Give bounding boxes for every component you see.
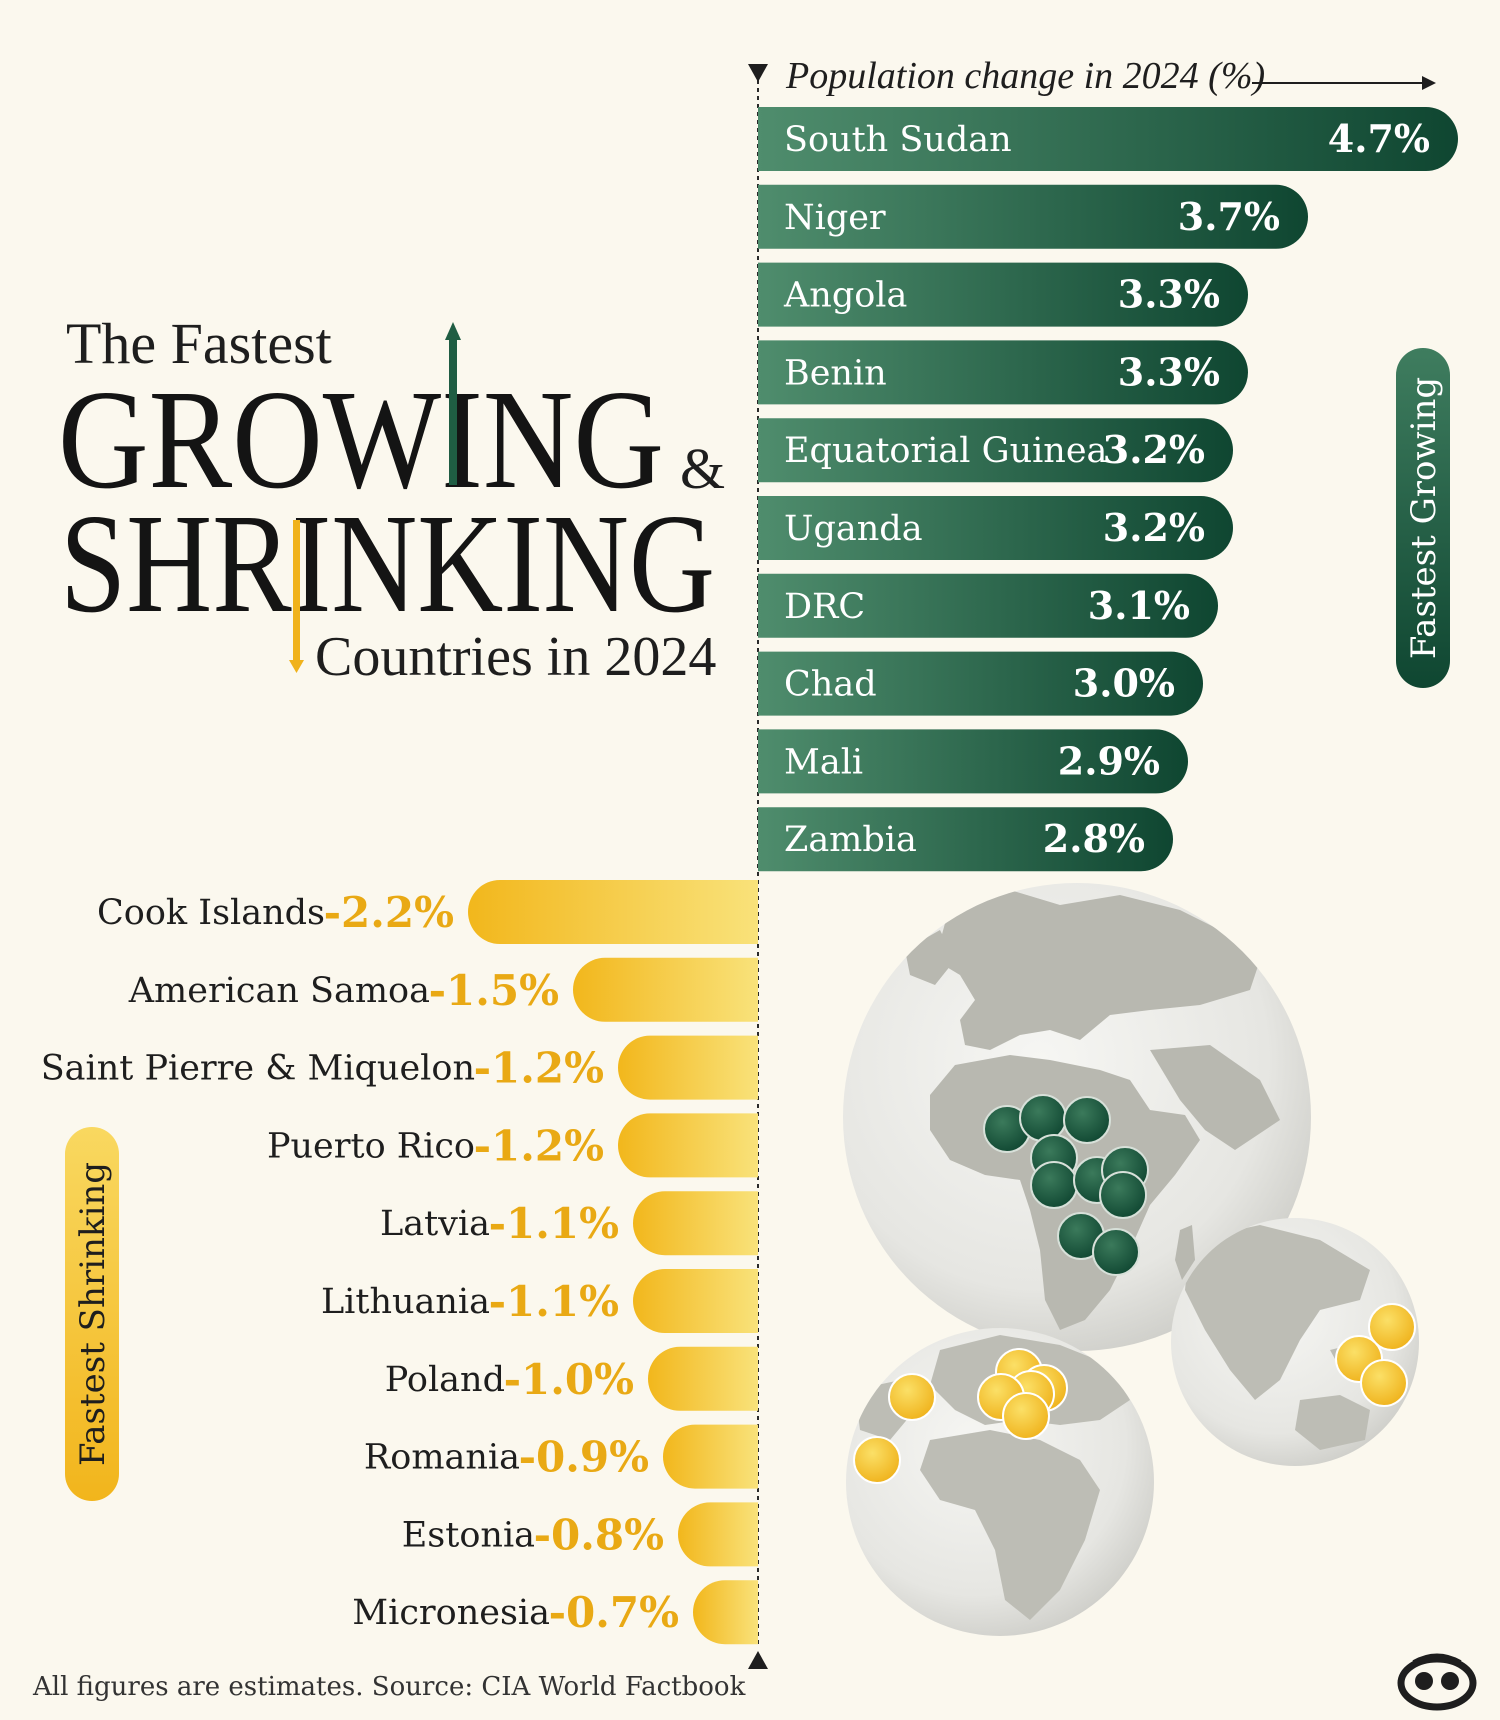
title-line-1: The Fastest	[66, 311, 332, 376]
growing-country-dots	[983, 1094, 1149, 1276]
bar-label-drc: DRC	[784, 587, 865, 627]
bar-saint-pierre-and-miquelon	[618, 1035, 758, 1100]
europe-americas-shrinking-dots	[853, 1348, 1068, 1484]
bar-value-benin: 3.3%	[1118, 349, 1220, 394]
bar-value-zambia: 2.8%	[1043, 816, 1145, 861]
bar-value-micronesia: -0.7%	[549, 1588, 679, 1637]
bar-label-zambia: Zambia	[784, 820, 917, 860]
bar-estonia	[678, 1502, 758, 1567]
bar-label-estonia: Estonia	[402, 1515, 535, 1555]
bar-chad	[758, 651, 1203, 716]
bar-value-chad: 3.0%	[1073, 661, 1175, 706]
bar-value-lithuania: -1.1%	[489, 1277, 619, 1326]
bar-label-south-sudan: South Sudan	[784, 120, 1012, 160]
bar-equatorial-guinea	[758, 418, 1233, 483]
bar-value-south-sudan: 4.7%	[1328, 116, 1430, 161]
tag-fastest-growing-label: Fastest Growing	[1404, 377, 1444, 659]
bar-label-equatorial-guinea: Equatorial Guinea	[784, 431, 1107, 471]
growing-bars: South Sudan 4.7% Niger 3.7% Angola 3.3% Benin 3…	[758, 107, 1458, 872]
bar-latvia	[633, 1191, 758, 1256]
title-growing: GROWING	[58, 360, 664, 518]
bar-label-angola: Angola	[783, 276, 907, 316]
bar-value-equatorial-guinea: 3.2%	[1103, 427, 1205, 472]
bar-label-niger: Niger	[784, 198, 886, 238]
bar-value-american-samoa: -1.5%	[429, 966, 559, 1015]
bar-label-mali: Mali	[784, 742, 863, 782]
tag-fastest-growing: Fastest Growing	[1396, 348, 1450, 688]
bar-niger	[758, 184, 1308, 249]
globe-europe-americas	[846, 1328, 1154, 1636]
tag-fastest-shrinking: Fastest Shrinking	[65, 1127, 119, 1501]
bar-label-micronesia: Micronesia	[352, 1593, 550, 1633]
bar-puerto-rico	[618, 1113, 758, 1178]
bar-value-uganda: 3.2%	[1103, 505, 1205, 550]
bar-label-chad: Chad	[784, 665, 877, 705]
globe-africa	[843, 883, 1311, 1351]
bar-romania	[663, 1424, 758, 1489]
bar-label-saint-pierre-and-miquelon: Saint Pierre & Miquelon	[41, 1049, 475, 1089]
bar-value-niger: 3.7%	[1178, 194, 1280, 239]
shrinking-bars: -2.2%Cook Islands -1.5%American Samoa -1.2…	[41, 880, 758, 1645]
bar-value-mali: 2.9%	[1058, 738, 1160, 783]
bar-american-samoa	[573, 957, 758, 1022]
bar-label-latvia: Latvia	[380, 1204, 490, 1244]
asia-pacific-shrinking-dots	[1335, 1303, 1416, 1407]
bar-mali	[758, 729, 1188, 794]
bar-value-drc: 3.1%	[1088, 583, 1190, 628]
bar-value-estonia: -0.8%	[534, 1510, 664, 1559]
title-ampersand: &	[680, 436, 725, 501]
source-note: All figures are estimates. Source: CIA W…	[32, 1672, 746, 1702]
axis-bottom-arrow-icon	[748, 1651, 768, 1669]
bar-label-uganda: Uganda	[784, 509, 923, 549]
axis-top-arrow-icon	[748, 64, 768, 82]
growth-arrow-icon	[445, 322, 461, 485]
bar-uganda	[758, 496, 1233, 560]
bar-lithuania	[633, 1269, 758, 1333]
shrink-arrow-icon	[289, 520, 304, 673]
bar-value-cook-islands: -2.2%	[324, 888, 454, 937]
axis-label: Population change in 2024 (%)	[785, 55, 1265, 97]
bar-label-puerto-rico: Puerto Rico	[267, 1126, 475, 1166]
bar-label-benin: Benin	[784, 353, 887, 393]
bar-label-cook-islands: Cook Islands	[97, 893, 325, 933]
bar-drc	[758, 573, 1218, 638]
bar-south-sudan	[758, 107, 1458, 171]
visual-capitalist-logo-icon	[1397, 1653, 1477, 1711]
tag-fastest-shrinking-label: Fastest Shrinking	[73, 1162, 113, 1466]
bar-zambia	[758, 807, 1173, 872]
bar-angola	[758, 262, 1248, 327]
bar-value-latvia: -1.1%	[489, 1199, 619, 1248]
globe-asia-pacific	[1171, 1218, 1419, 1466]
bar-label-american-samoa: American Samoa	[128, 971, 430, 1011]
bar-label-romania: Romania	[364, 1438, 520, 1478]
bar-micronesia	[693, 1580, 758, 1645]
title-block: The Fastest GROWING & SHRINKING Countrie…	[58, 311, 725, 688]
title-shrinking: SHRINKING	[60, 484, 715, 642]
bar-value-saint-pierre-and-miquelon: -1.2%	[474, 1044, 604, 1093]
bar-value-romania: -0.9%	[519, 1433, 649, 1482]
bar-label-lithuania: Lithuania	[321, 1282, 490, 1322]
title-line-4: Countries in 2024	[315, 626, 716, 688]
bar-label-poland: Poland	[385, 1360, 505, 1400]
bar-benin	[758, 340, 1248, 405]
bar-value-puerto-rico: -1.2%	[474, 1121, 604, 1170]
bar-value-angola: 3.3%	[1118, 272, 1220, 317]
bar-cook-islands	[468, 880, 758, 944]
axis-right-arrow-icon	[1422, 76, 1436, 90]
bar-poland	[648, 1346, 758, 1411]
bar-value-poland: -1.0%	[504, 1355, 634, 1404]
